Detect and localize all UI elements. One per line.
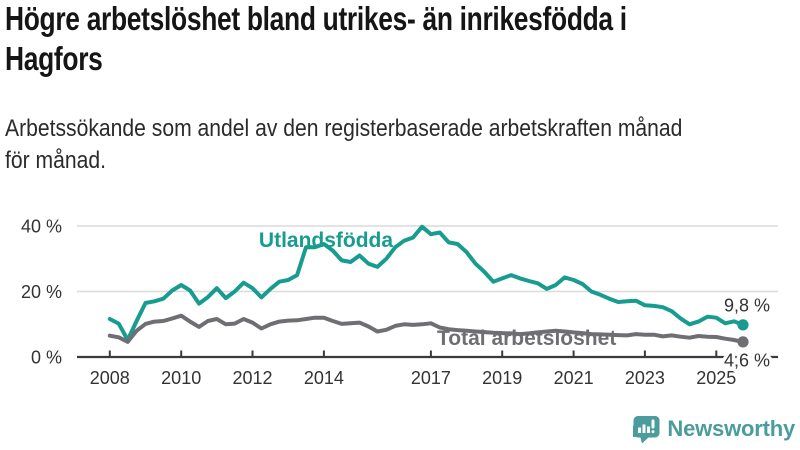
x-axis-label-2019: 2019 bbox=[482, 368, 522, 388]
x-axis-label-2017: 2017 bbox=[411, 368, 451, 388]
exclamation-glyph bbox=[651, 419, 655, 433]
bar-chart-glyph bbox=[638, 424, 651, 433]
series-label-total-arbetsloshet: Total arbetslöshet bbox=[437, 327, 616, 350]
x-axis-label-2021: 2021 bbox=[554, 368, 594, 388]
x-axis-label-2023: 2023 bbox=[625, 368, 665, 388]
x-axis-label-2014: 2014 bbox=[304, 368, 344, 388]
newsworthy-logo[interactable]: Newsworthy bbox=[633, 413, 795, 445]
series-end-value-utlandsfodda: 9,8 % bbox=[724, 296, 770, 316]
y-axis-label-20: 20 % bbox=[21, 282, 62, 302]
series-line-utlandsfodda bbox=[107, 224, 745, 342]
unemployment-line-chart: 0 % 20 % 40 % 2008 2010 2012 2014 2017 2019 2021 2… bbox=[21, 217, 778, 388]
newsworthy-wordmark: Newsworthy bbox=[667, 416, 795, 441]
series-line-total-arbetsloshet bbox=[107, 313, 745, 344]
series-label-utlandsfodda: Utlandsfödda bbox=[259, 229, 393, 252]
x-axis-label-2010: 2010 bbox=[161, 368, 201, 388]
series-end-dot-utlandsfodda bbox=[737, 319, 749, 331]
speech-bubble-tail bbox=[640, 435, 651, 443]
y-axis-label-0: 0 % bbox=[31, 348, 62, 368]
x-axis-label-2008: 2008 bbox=[90, 368, 130, 388]
y-axis-label-40: 40 % bbox=[21, 217, 62, 237]
series-end-value-total-arbetsloshet: 4,6 % bbox=[724, 351, 770, 371]
newsworthy-logo-icon bbox=[633, 415, 660, 443]
series-end-dot-total-arbetsloshet bbox=[737, 336, 749, 348]
x-axis-label-2025: 2025 bbox=[696, 368, 736, 388]
chart-subtitle: Arbetssökande som andel av den registerb… bbox=[5, 115, 683, 174]
chart-title: Högre arbetslöshet bland utrikes- än inr… bbox=[5, 0, 627, 78]
speech-bubble-body bbox=[633, 415, 660, 437]
x-axis-label-2012: 2012 bbox=[232, 368, 272, 388]
